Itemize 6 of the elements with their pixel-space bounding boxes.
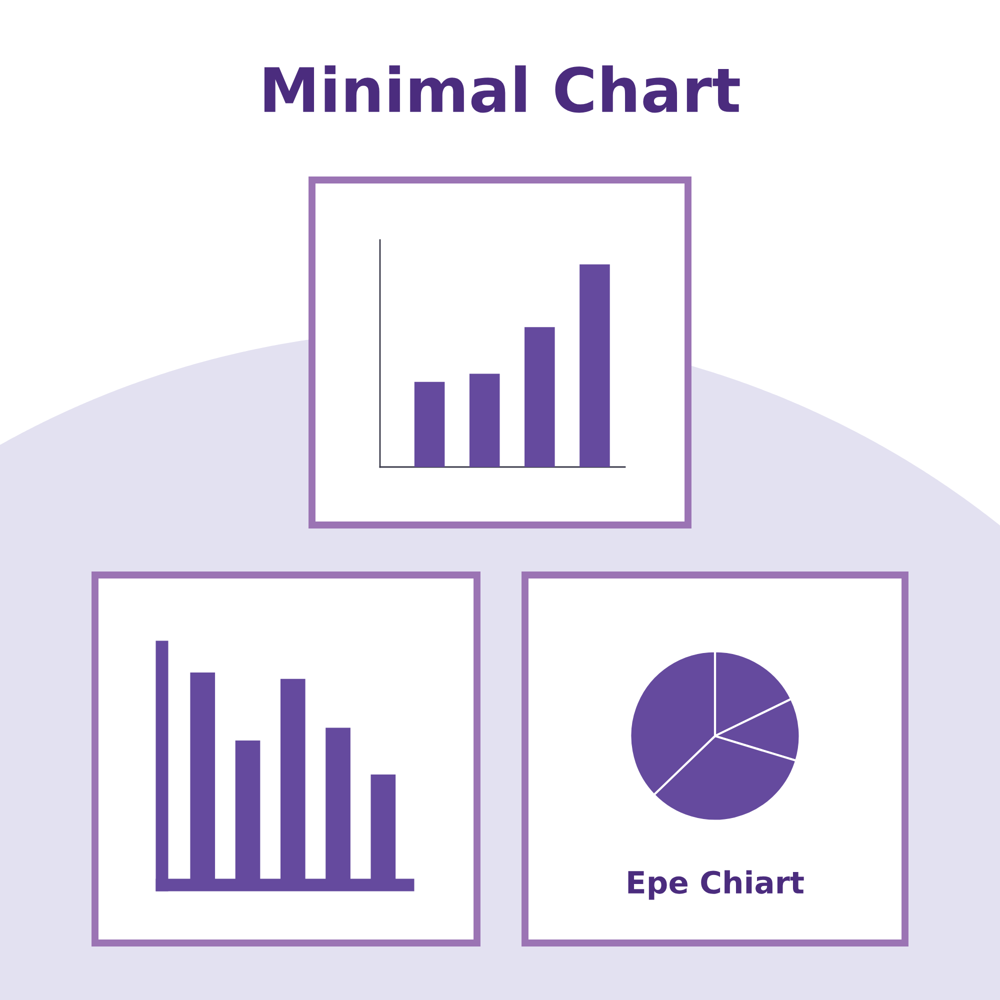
chart-title: Minimal Chart: [264, 65, 740, 113]
text: Epe Chiart: [628, 870, 804, 900]
bar: [469, 374, 500, 467]
bar: [524, 327, 555, 467]
bar: [414, 382, 445, 467]
bar: [580, 264, 610, 467]
